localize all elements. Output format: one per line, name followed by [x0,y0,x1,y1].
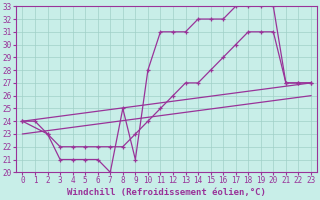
X-axis label: Windchill (Refroidissement éolien,°C): Windchill (Refroidissement éolien,°C) [67,188,266,197]
